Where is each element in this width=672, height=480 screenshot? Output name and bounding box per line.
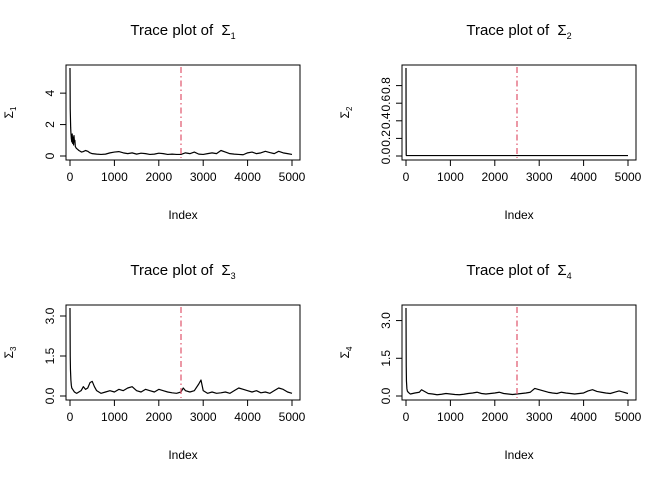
plot-frame xyxy=(401,304,637,401)
y-axis-label: Σ3 xyxy=(2,346,18,358)
x-tick-label: 5000 xyxy=(615,170,642,184)
x-tick-label: 5000 xyxy=(279,170,306,184)
x-axis-label: Index xyxy=(504,208,533,222)
y-axis-label-symbol: Σ xyxy=(2,111,16,118)
chart-title-text: Trace plot of xyxy=(466,262,553,279)
y-axis-label-subscript: 4 xyxy=(345,346,354,351)
chart-title-symbol: Σ xyxy=(557,262,566,279)
trace-panel-1: Trace plot of Σ10 1000 2000 3000 4000 5000024… xyxy=(2,22,306,222)
chart-title-text: Trace plot of xyxy=(130,262,217,279)
chart-title-subscript: 3 xyxy=(231,271,236,281)
x-tick-label: 1000 xyxy=(437,170,464,184)
trace-line xyxy=(69,307,293,394)
x-tick-label: 0 xyxy=(403,170,410,184)
y-axis-label-symbol: Σ xyxy=(338,351,352,358)
x-tick-label: 0 xyxy=(403,410,410,424)
x-tick-label: 4000 xyxy=(570,410,597,424)
chart-title: Trace plot of Σ3 xyxy=(130,262,235,281)
y-tick-label: 0 xyxy=(43,152,57,159)
trace-panel-4: Trace plot of Σ40 1000 2000 3000 4000 50000.0… xyxy=(338,262,642,462)
y-tick-label: 0.0 xyxy=(379,387,393,404)
chart-title: Trace plot of Σ2 xyxy=(466,22,571,41)
y-tick-label: 4 xyxy=(43,89,57,96)
x-axis-label: Index xyxy=(168,208,197,222)
x-axis-label: Index xyxy=(504,448,533,462)
x-tick-label: 4000 xyxy=(234,410,261,424)
x-tick-label: 5000 xyxy=(615,410,642,424)
y-axis-label: Σ2 xyxy=(338,106,354,118)
y-tick-label: 0.0 xyxy=(379,147,393,164)
x-tick-label: 1000 xyxy=(101,170,128,184)
y-axis-label: Σ4 xyxy=(338,346,354,358)
x-axis-label: Index xyxy=(168,448,197,462)
chart-title-text: Trace plot of xyxy=(130,22,217,39)
chart-title: Trace plot of Σ1 xyxy=(130,22,235,41)
y-axis-label-symbol: Σ xyxy=(338,111,352,118)
plot-frame xyxy=(401,64,637,161)
y-tick-label: 1.5 xyxy=(43,347,57,364)
chart-title-subscript: 1 xyxy=(231,31,236,41)
y-axis-label-subscript: 3 xyxy=(9,346,18,351)
y-axis-label-subscript: 1 xyxy=(9,106,18,111)
x-tick-label: 5000 xyxy=(279,410,306,424)
y-tick-label: 2 xyxy=(43,121,57,128)
plot-frame xyxy=(65,304,301,401)
x-tick-label: 0 xyxy=(67,410,74,424)
chart-title-symbol: Σ xyxy=(221,262,230,279)
chart-title: Trace plot of Σ4 xyxy=(466,262,571,281)
y-tick-label: 1.5 xyxy=(379,350,393,367)
y-tick-label: 0.6 xyxy=(379,95,393,112)
y-tick-label: 0.2 xyxy=(379,130,393,147)
x-tick-label: 2000 xyxy=(481,410,508,424)
x-tick-label: 3000 xyxy=(526,410,553,424)
chart-title-symbol: Σ xyxy=(221,22,230,39)
x-tick-label: 2000 xyxy=(145,410,172,424)
trace-line xyxy=(405,67,628,157)
y-tick-label: 0.0 xyxy=(43,387,57,404)
x-tick-label: 3000 xyxy=(526,170,553,184)
x-tick-label: 3000 xyxy=(190,410,217,424)
trace-line xyxy=(405,307,629,396)
chart-title-symbol: Σ xyxy=(557,22,566,39)
x-tick-label: 3000 xyxy=(190,170,217,184)
y-tick-label: 0.8 xyxy=(379,77,393,94)
y-tick-label: 0.4 xyxy=(379,112,393,129)
x-tick-label: 1000 xyxy=(437,410,464,424)
trace-line xyxy=(69,67,293,156)
x-tick-label: 2000 xyxy=(481,170,508,184)
y-tick-label: 3.0 xyxy=(43,307,57,324)
y-tick-label: 3.0 xyxy=(379,312,393,329)
y-axis-label-symbol: Σ xyxy=(2,351,16,358)
x-tick-label: 0 xyxy=(67,170,74,184)
x-tick-label: 2000 xyxy=(145,170,172,184)
x-tick-label: 1000 xyxy=(101,410,128,424)
x-tick-label: 4000 xyxy=(570,170,597,184)
trace-panel-2: Trace plot of Σ20 1000 2000 3000 4000 50000.0… xyxy=(338,22,642,222)
chart-title-text: Trace plot of xyxy=(466,22,553,39)
chart-title-subscript: 2 xyxy=(567,31,572,41)
chart-title-subscript: 4 xyxy=(567,271,572,281)
plot-frame xyxy=(65,64,301,161)
trace-panel-3: Trace plot of Σ30 1000 2000 3000 4000 50000.0… xyxy=(2,262,306,462)
y-axis-label: Σ1 xyxy=(2,106,18,118)
y-axis-label-subscript: 2 xyxy=(345,106,354,111)
x-tick-label: 4000 xyxy=(234,170,261,184)
